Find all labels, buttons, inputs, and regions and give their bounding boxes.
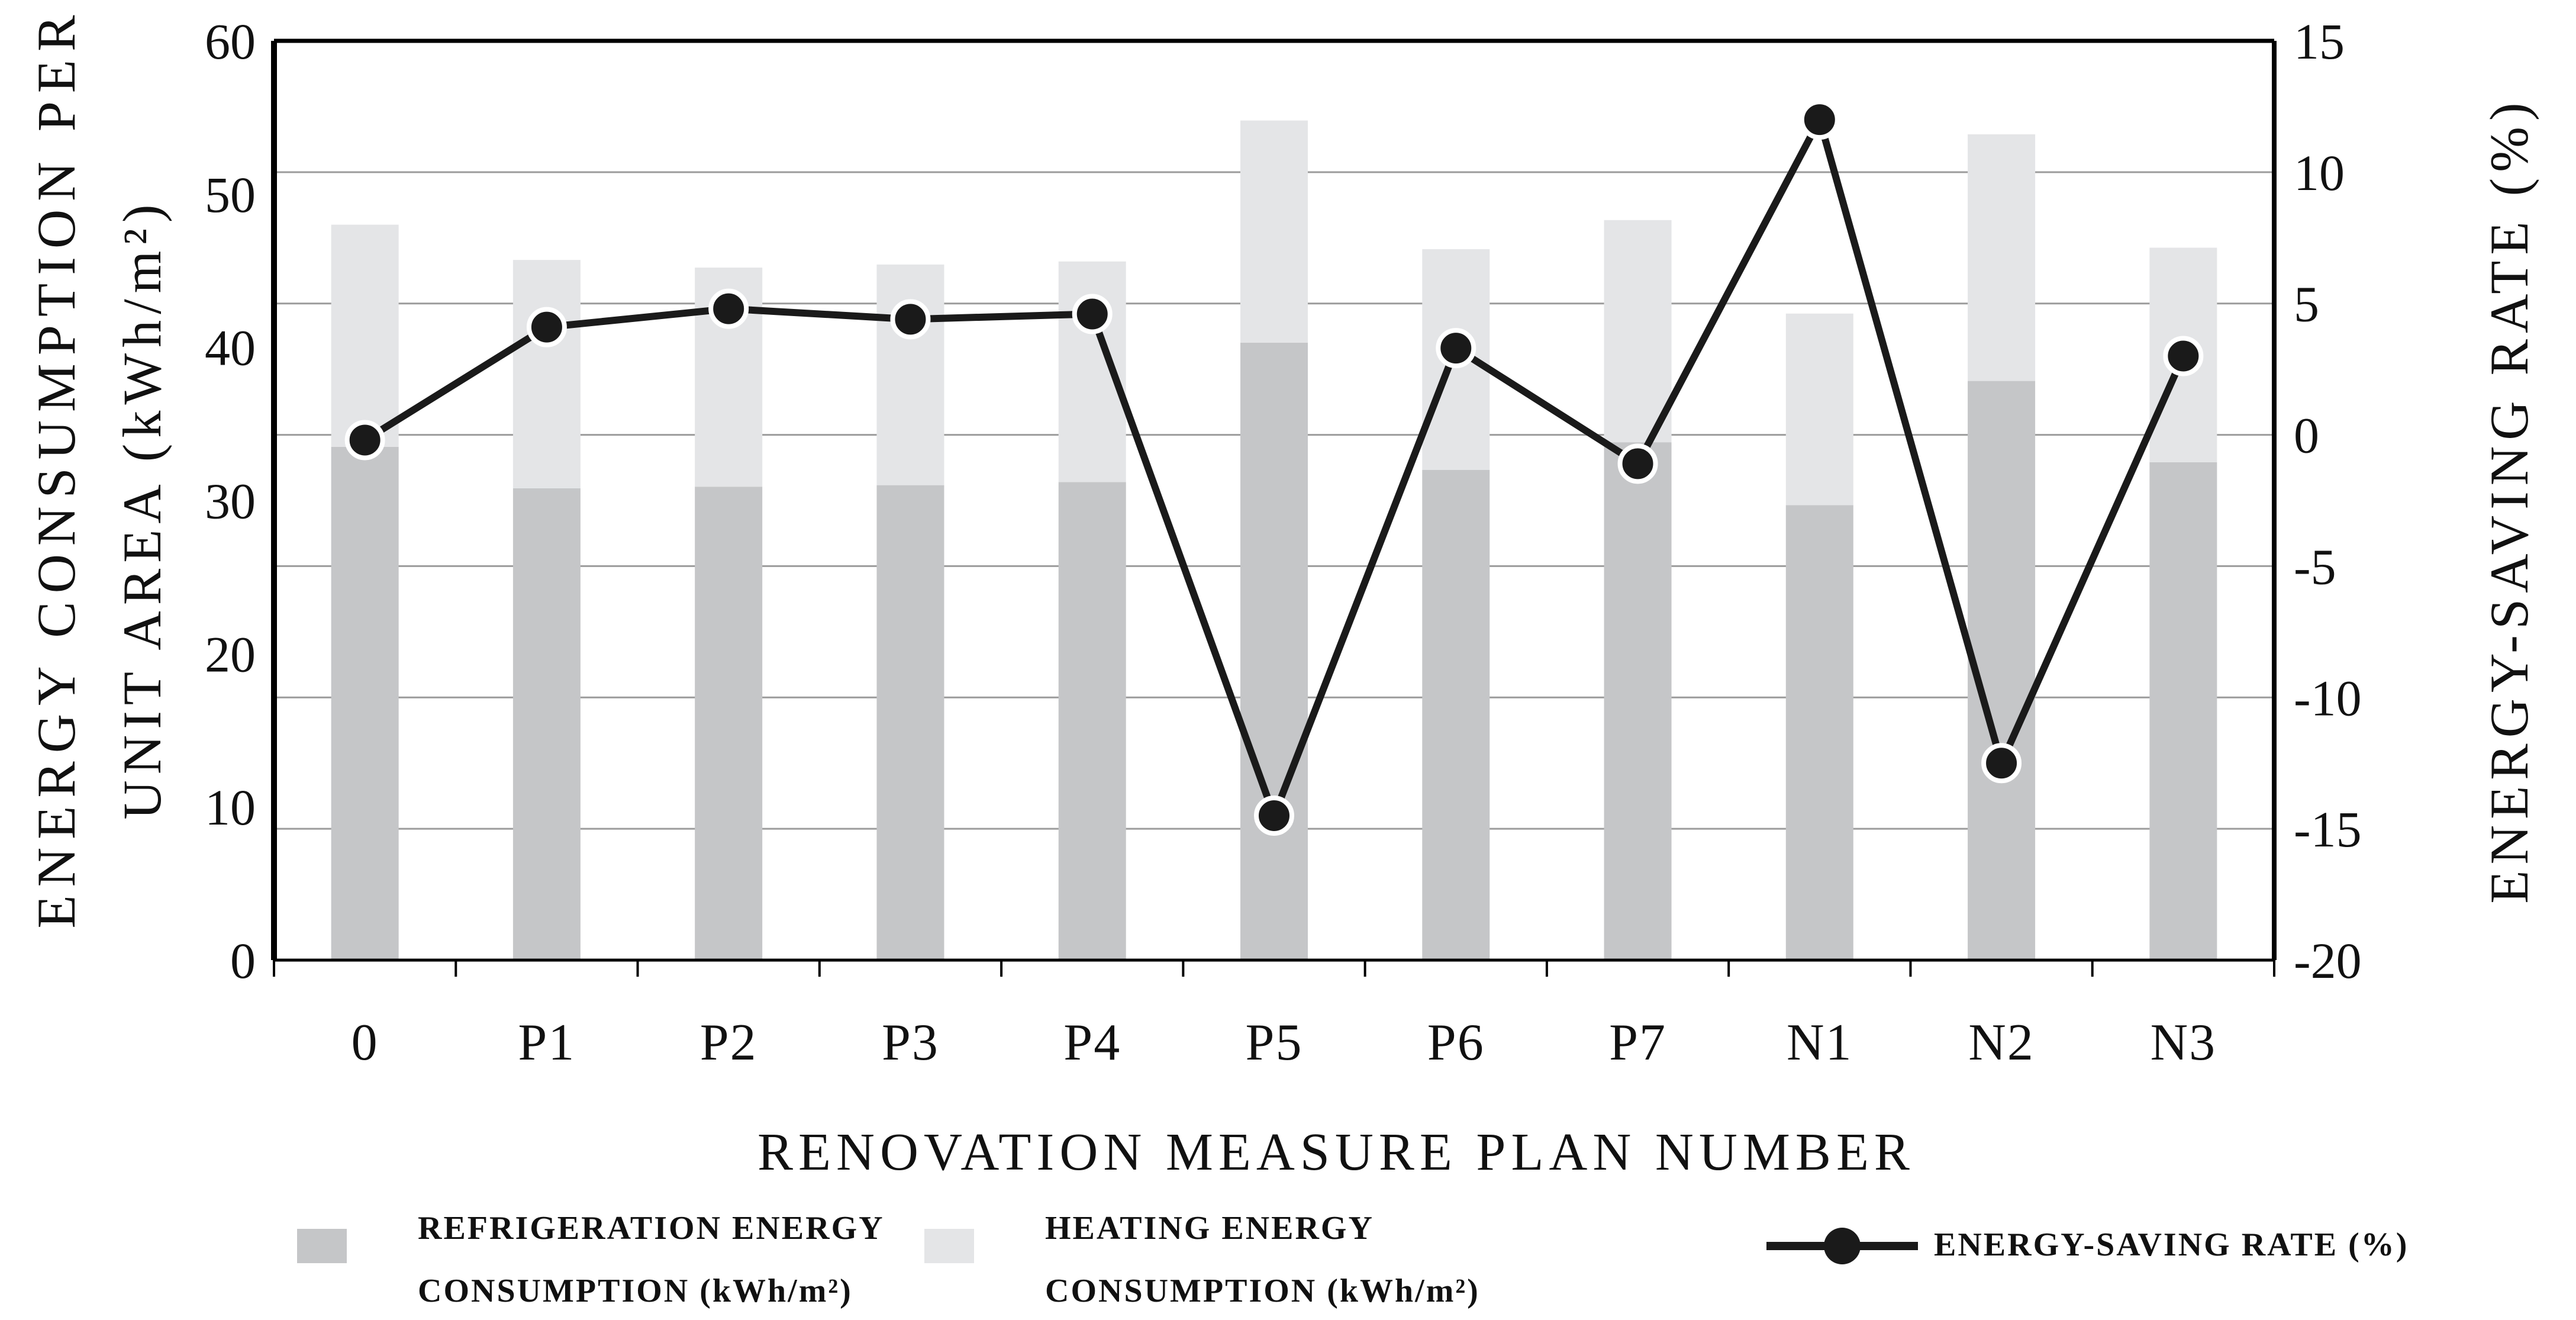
x-category-label-P5: P5: [1246, 1014, 1303, 1071]
bar-refrigeration-P1: [512, 488, 581, 960]
rate-point-N2: [1981, 743, 2022, 784]
legend-label-heating: HEATING ENERGY CONSUMPTION (kWh/m²): [1045, 1197, 1480, 1320]
legend-label-refrigeration-line2: CONSUMPTION (kWh/m²): [418, 1273, 853, 1309]
left-tick-label-10: 10: [205, 779, 256, 836]
left-tick-label-40: 40: [205, 320, 256, 376]
bar-refrigeration-P3: [876, 485, 944, 960]
rate-point-P4: [1072, 294, 1113, 334]
left-tick-label-50: 50: [205, 166, 256, 223]
rate-point-P1: [526, 307, 567, 347]
legend-label-saving-rate: ENERGY-SAVING RATE (%): [1934, 1213, 2409, 1276]
legend-swatch-refrigeration: [297, 1229, 347, 1263]
bar-refrigeration-P4: [1058, 482, 1126, 960]
x-category-label-0: 0: [352, 1014, 379, 1071]
x-category-label-N1: N1: [1787, 1014, 1853, 1071]
bar-refrigeration-N3: [2149, 462, 2217, 960]
x-category-label-P3: P3: [882, 1014, 939, 1071]
rate-point-P6: [1436, 328, 1476, 369]
rate-point-0: [344, 420, 385, 461]
left-tick-label-20: 20: [205, 626, 256, 682]
bar-refrigeration-0: [331, 446, 399, 960]
legend-swatch-heating: [924, 1229, 974, 1263]
right-tick-label-0: 0: [2294, 407, 2319, 464]
bar-heating-P3: [876, 264, 944, 485]
right-tick-label--15: -15: [2294, 801, 2362, 858]
x-category-label-P2: P2: [700, 1014, 757, 1071]
rate-point-P7: [1617, 443, 1658, 484]
rate-point-N1: [1799, 99, 1840, 140]
x-category-label-N3: N3: [2151, 1014, 2217, 1071]
bar-heating-P1: [512, 260, 581, 488]
right-tick-label-10: 10: [2294, 144, 2345, 201]
bar-heating-N1: [1785, 313, 1853, 506]
bar-refrigeration-P6: [1422, 469, 1490, 960]
bar-refrigeration-P7: [1604, 442, 1672, 960]
x-category-label-P1: P1: [518, 1014, 575, 1071]
left-tick-label-0: 0: [230, 932, 256, 989]
right-tick-label-15: 15: [2294, 13, 2345, 70]
bar-refrigeration-P2: [695, 487, 763, 960]
legend-label-heating-line1: HEATING ENERGY: [1045, 1210, 1374, 1247]
left-axis-title-line1: ENERGY CONSUMPTION PER: [26, 7, 86, 929]
bar-refrigeration-P5: [1240, 342, 1308, 961]
x-category-label-P7: P7: [1609, 1014, 1666, 1071]
legend-label-refrigeration-line1: REFRIGERATION ENERGY: [418, 1210, 885, 1247]
left-tick-label-60: 60: [205, 13, 256, 70]
right-tick-label-5: 5: [2294, 276, 2319, 333]
bar-heating-P7: [1604, 220, 1672, 443]
left-axis-title-line2: UNIT AREA (kWh/m²): [112, 198, 172, 820]
right-tick-label--10: -10: [2294, 669, 2362, 726]
legend-label-refrigeration: REFRIGERATION ENERGY CONSUMPTION (kWh/m²…: [418, 1197, 885, 1320]
right-tick-label--20: -20: [2294, 932, 2362, 989]
rate-point-P3: [890, 299, 931, 340]
rate-point-P2: [708, 288, 749, 329]
bar-heating-0: [331, 224, 399, 447]
right-axis-title: ENERGY-SAVING RATE (%): [2479, 96, 2539, 904]
left-tick-label-30: 30: [205, 473, 256, 530]
rate-point-P5: [1254, 795, 1294, 836]
bar-heating-N2: [1968, 134, 2036, 381]
x-axis-title: RENOVATION MEASURE PLAN NUMBER: [757, 1123, 1915, 1181]
legend-dot-marker-icon: [1824, 1228, 1861, 1264]
legend-label-saving-rate-line1: ENERGY-SAVING RATE (%): [1934, 1226, 2409, 1263]
bar-heating-P5: [1240, 120, 1308, 343]
rate-point-N3: [2163, 336, 2204, 376]
x-category-label-N2: N2: [1968, 1014, 2035, 1071]
x-category-label-P6: P6: [1427, 1014, 1485, 1071]
bar-refrigeration-N1: [1785, 505, 1853, 960]
right-tick-label--5: -5: [2294, 538, 2336, 595]
x-category-label-P4: P4: [1063, 1014, 1121, 1071]
legend-label-heating-line2: CONSUMPTION (kWh/m²): [1045, 1273, 1480, 1309]
